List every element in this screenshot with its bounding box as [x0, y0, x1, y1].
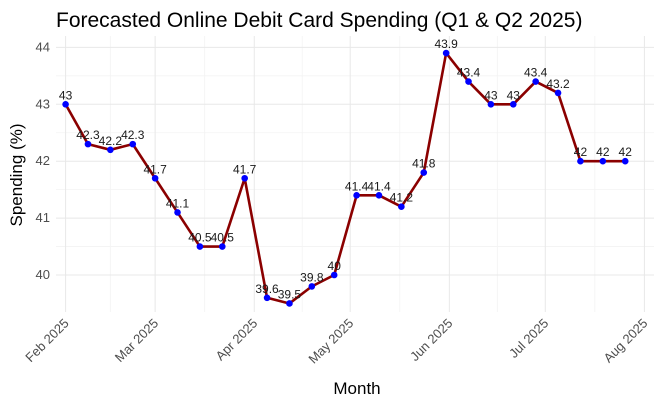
- data-point: [353, 192, 360, 199]
- x-tick-label: Apr 2025: [212, 316, 260, 364]
- data-label: 42.2: [99, 134, 123, 148]
- y-tick-label: 40: [36, 267, 50, 282]
- data-point: [621, 157, 629, 165]
- data-label: 40.5: [211, 231, 235, 245]
- data-label: 43: [484, 88, 498, 102]
- y-axis: 40 41 42 43 44: [36, 39, 50, 282]
- data-label: 39.8: [300, 270, 324, 284]
- y-tick-label: 43: [36, 96, 50, 111]
- data-point: [554, 89, 562, 97]
- data-label: 41.4: [367, 179, 391, 193]
- data-point: [420, 169, 428, 176]
- data-label: 42: [574, 145, 588, 159]
- data-label: 43: [59, 88, 73, 102]
- data-point: [196, 243, 204, 250]
- series-line: [64, 51, 627, 305]
- data-label: 41.1: [166, 196, 190, 210]
- data-label: 42.3: [121, 128, 145, 142]
- data-label: 42.3: [76, 128, 100, 142]
- data-label: 41.4: [345, 179, 369, 193]
- data-point: [375, 192, 383, 199]
- data-point: [286, 300, 293, 307]
- x-axis: Feb 2025 Mar 2025 Apr 2025 May 2025 Jun 2025…: [22, 316, 650, 367]
- x-tick-label: Jun 2025: [407, 316, 455, 364]
- data-point: [129, 140, 137, 148]
- data-point: [174, 209, 181, 216]
- data-point: [263, 294, 271, 302]
- data-point: [532, 78, 539, 85]
- data-point: [465, 78, 472, 85]
- data-label: 40: [328, 259, 342, 273]
- x-tick-label: May 2025: [305, 316, 356, 367]
- x-axis-title: Month: [333, 379, 380, 398]
- y-tick-label: 42: [36, 153, 50, 168]
- data-point: [330, 271, 338, 279]
- data-label: 41.7: [233, 162, 257, 176]
- data-label: 43.4: [457, 66, 481, 80]
- data-label: 43.9: [434, 37, 458, 51]
- y-axis-title: Spending (%): [7, 123, 26, 226]
- data-point: [151, 174, 159, 182]
- chart-title: Forecasted Online Debit Card Spending (Q…: [56, 9, 582, 32]
- data-label: 41.8: [412, 157, 436, 171]
- data-point: [577, 157, 584, 165]
- data-point: [84, 140, 92, 148]
- data-point: [442, 49, 450, 57]
- data-label: 43: [507, 88, 521, 102]
- data-label: 42: [596, 145, 610, 159]
- x-tick-label: Jul 2025: [506, 316, 551, 361]
- data-label: 43.4: [524, 66, 548, 80]
- data-label: 42: [619, 145, 633, 159]
- data-point: [308, 283, 316, 290]
- y-tick-label: 44: [36, 39, 50, 54]
- data-points: [62, 49, 629, 307]
- data-point: [599, 157, 607, 165]
- data-point: [509, 100, 517, 108]
- data-point: [241, 174, 248, 182]
- data-point: [218, 243, 226, 250]
- data-point: [487, 100, 495, 108]
- x-tick-label: Mar 2025: [112, 316, 161, 365]
- x-tick-label: Aug 2025: [601, 316, 651, 366]
- data-label: 39.5: [278, 287, 302, 301]
- y-tick-label: 41: [36, 210, 50, 225]
- data-label: 39.6: [255, 282, 279, 296]
- grid: [56, 36, 654, 312]
- data-label: 40.5: [188, 231, 212, 245]
- data-point: [62, 100, 69, 108]
- data-point: [107, 146, 114, 154]
- data-label: 43.2: [546, 77, 570, 91]
- data-label: 41.7: [143, 162, 167, 176]
- data-label: 41.2: [390, 191, 414, 205]
- data-point: [398, 203, 405, 211]
- x-tick-label: Feb 2025: [22, 316, 71, 365]
